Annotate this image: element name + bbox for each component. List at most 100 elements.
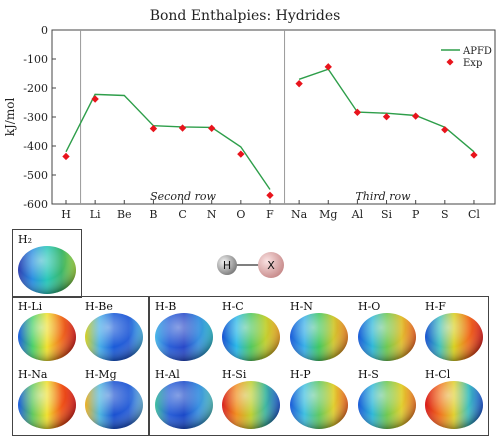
row-group-box — [149, 296, 489, 436]
esp-tile-label: H₂ — [18, 233, 33, 246]
esp-shading — [425, 381, 483, 429]
region-label-second-row: Second row — [150, 190, 216, 203]
x-tick-label: P — [412, 208, 420, 221]
esp-tile-h-si: H-Si — [218, 366, 284, 433]
exp-point-h — [62, 152, 70, 161]
x-tick-label: Be — [117, 208, 132, 221]
esp-tile-h-na: H-Na — [14, 366, 80, 433]
apfd-line-segment-2 — [298, 68, 475, 153]
x-tick-label: Cl — [468, 208, 480, 221]
esp-tile-label: H-Cl — [425, 368, 451, 381]
legend-apfd-label: APFD — [462, 46, 492, 57]
x-tick-label: S — [441, 208, 449, 221]
plot-frame — [51, 29, 496, 205]
esp-shading — [425, 313, 483, 361]
bond-enthalpy-chart: Bond Enthalpies: Hydrides kJ/mol Second … — [3, 8, 496, 221]
esp-shading — [290, 381, 348, 429]
apfd-line-segment-1 — [65, 93, 271, 190]
esp-tile-h-p: H-P — [286, 366, 352, 433]
exp-point-p — [412, 112, 420, 120]
legend: APFD Exp — [441, 46, 492, 69]
exp-point-n — [208, 124, 216, 132]
esp-tile-h-f: H-F — [421, 298, 487, 365]
x-tick-label: N — [207, 208, 217, 221]
esp-shading — [18, 246, 76, 294]
exp-point-si — [382, 113, 391, 121]
exp-point-s — [441, 126, 449, 134]
esp-shading — [18, 313, 76, 361]
x-tick-label: Na — [291, 208, 308, 221]
y-tick-label: -500 — [23, 169, 48, 182]
esp-tile-h-s: H-S — [354, 366, 420, 433]
x-tick-label: H — [61, 208, 71, 221]
x-tick-label: Si — [381, 208, 393, 221]
y-axis-label: kJ/mol — [3, 98, 17, 137]
esp-tile-label: H-P — [290, 368, 311, 381]
y-tick-label: -600 — [23, 198, 48, 211]
esp-shading — [155, 381, 213, 429]
chart-title: Bond Enthalpies: Hydrides — [150, 8, 341, 24]
esp-tile-label: H-Na — [18, 368, 48, 381]
atom-x — [258, 252, 284, 278]
x-tick-label: Mg — [319, 208, 337, 221]
y-tick-label: 0 — [41, 24, 48, 37]
esp-tile-label: H-S — [358, 368, 379, 381]
esp-shading — [155, 313, 213, 361]
y-tick-label: -100 — [23, 53, 48, 66]
esp-shading — [290, 313, 348, 361]
esp-tile-label: H-Mg — [85, 368, 117, 381]
exp-point-f — [266, 191, 274, 199]
first-group-box — [12, 296, 149, 436]
esp-shading — [222, 313, 280, 361]
esp-tile-label: H-Be — [85, 300, 113, 313]
atom-h-label: H — [223, 259, 231, 272]
esp-tile-h-o: H-O — [354, 298, 420, 365]
esp-tile-h-b: H-B — [151, 298, 217, 365]
x-tick-label: Al — [351, 208, 364, 221]
esp-tile-label: H-O — [358, 300, 381, 313]
esp-shading — [85, 381, 143, 429]
molecule-diagram: H X — [205, 250, 295, 280]
esp-tile-h-al: H-Al — [151, 366, 217, 433]
exp-point-al — [353, 108, 362, 117]
y-tick-label: -200 — [23, 82, 48, 95]
esp-shading — [222, 381, 280, 429]
esp-tile-label: H-C — [222, 300, 244, 313]
esp-tile-h-be: H-Be — [81, 298, 147, 365]
legend-exp-label: Exp — [463, 58, 482, 69]
esp-tile-h-li: H-Li — [14, 298, 80, 365]
esp-tile-label: H-Li — [18, 300, 43, 313]
esp-shading — [18, 381, 76, 429]
exp-point-li — [91, 95, 99, 103]
exp-point-c — [178, 124, 187, 132]
esp-tile-label: H-F — [425, 300, 446, 313]
esp-tile-h: H₂ — [14, 231, 80, 298]
esp-tile-label: H-Al — [155, 368, 180, 381]
h2-box — [12, 229, 82, 298]
esp-tile-h-c: H-C — [218, 298, 284, 365]
x-tick-label: O — [236, 208, 245, 221]
esp-shading — [85, 313, 143, 361]
x-tick-label: B — [149, 208, 157, 221]
esp-shading — [358, 381, 416, 429]
x-tick-label: C — [178, 208, 186, 221]
exp-point-cl — [470, 151, 478, 159]
atom-x-label: X — [267, 259, 275, 272]
atom-h — [217, 255, 237, 275]
legend-exp-marker — [446, 58, 454, 66]
x-tick-label: Li — [90, 208, 101, 221]
exp-point-o — [237, 150, 245, 158]
esp-shading — [358, 313, 416, 361]
y-tick-label: -300 — [23, 111, 48, 124]
esp-tile-h-cl: H-Cl — [421, 366, 487, 433]
region-label-third-row: Third row — [355, 190, 411, 203]
esp-tile-h-n: H-N — [286, 298, 352, 365]
esp-tile-label: H-N — [290, 300, 313, 313]
esp-tile-label: H-B — [155, 300, 177, 313]
esp-tile-label: H-Si — [222, 368, 247, 381]
x-tick-label: F — [266, 208, 274, 221]
y-tick-label: -400 — [23, 140, 48, 153]
exp-point-na — [295, 79, 303, 88]
exp-point-mg — [324, 63, 332, 71]
esp-tile-h-mg: H-Mg — [81, 366, 147, 433]
